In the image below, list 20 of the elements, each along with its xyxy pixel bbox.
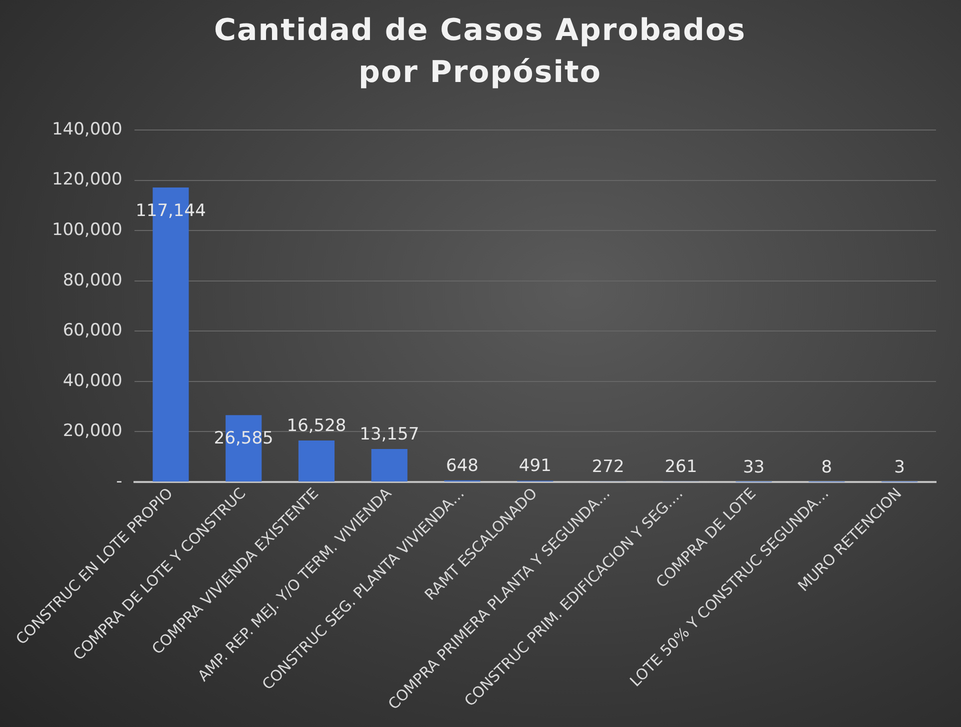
y-tick-label: 60,000: [62, 320, 122, 341]
data-label: 491: [518, 456, 552, 476]
y-tick-label: 20,000: [62, 421, 122, 442]
y-tick-label: 80,000: [62, 270, 122, 290]
data-label: 3: [894, 457, 905, 478]
y-tick-label: 120,000: [52, 170, 122, 190]
bar: [371, 448, 408, 482]
data-label: 33: [742, 457, 765, 478]
data-label: 13,157: [360, 424, 420, 444]
y-tick-label: 40,000: [62, 370, 122, 391]
data-label: 648: [446, 456, 478, 476]
chart-title: Cantidad de Casos Aprobados por Propósito: [213, 12, 747, 92]
data-label: 272: [592, 456, 624, 477]
y-tick-label: 140,000: [52, 119, 122, 140]
data-label: 261: [664, 456, 698, 477]
y-tick-label: 100,000: [52, 220, 122, 240]
data-label: 16,528: [286, 416, 346, 436]
y-tick-label: -: [116, 471, 122, 492]
data-label: 8: [821, 457, 832, 478]
bar: [298, 440, 335, 482]
